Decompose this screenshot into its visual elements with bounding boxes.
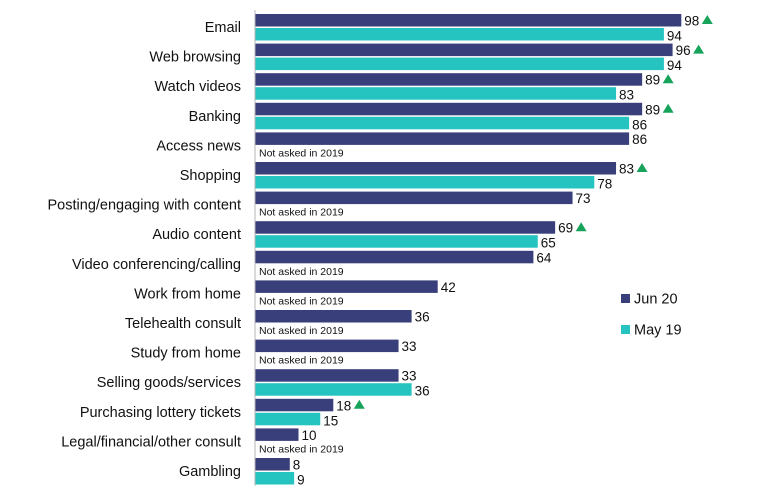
legend-label-may19: May 19 [634, 323, 682, 339]
bar-may19-shopping [255, 176, 595, 189]
value-label-may19-shopping: 78 [597, 177, 612, 192]
category-label-study-from-home: Study from home [131, 346, 241, 362]
value-label-jun20-banking: 89 [645, 102, 660, 117]
category-label-legal-financial-other-consult: Legal/financial/other consult [61, 434, 241, 450]
value-label-jun20-selling-goods-services: 33 [402, 369, 417, 384]
not-asked-note-access-news: Not asked in 2019 [259, 147, 344, 159]
not-asked-note-telehealth-consult: Not asked in 2019 [259, 325, 344, 337]
bar-jun20-audio-content [255, 221, 556, 234]
not-asked-note-video-conferencing-calling: Not asked in 2019 [259, 266, 344, 278]
category-label-access-news: Access news [156, 138, 241, 154]
increase-triangle-icon-email [701, 15, 713, 24]
bar-jun20-legal-financial-other-consult [255, 428, 299, 441]
category-label-email: Email [205, 20, 241, 36]
increase-triangle-icon-banking [662, 103, 674, 113]
category-label-shopping: Shopping [180, 168, 241, 184]
bar-jun20-purchasing-lottery-tickets [255, 398, 334, 412]
bar-may19-selling-goods-services [255, 383, 412, 396]
value-label-may19-gambling: 9 [297, 473, 305, 488]
increase-triangle-icon-audio-content [575, 222, 587, 232]
category-label-audio-content: Audio content [152, 227, 241, 243]
not-asked-note-legal-financial-other-consult: Not asked in 2019 [259, 443, 344, 455]
value-label-jun20-posting-engaging-with-content: 73 [576, 191, 591, 206]
increase-triangle-icon-watch-videos [662, 74, 674, 84]
bar-may19-gambling [255, 472, 295, 485]
value-label-jun20-purchasing-lottery-tickets: 18 [336, 398, 351, 413]
bar-jun20-selling-goods-services [255, 369, 399, 382]
bar-may19-web-browsing [255, 57, 664, 71]
bar-may19-audio-content [255, 235, 538, 248]
value-label-jun20-video-conferencing-calling: 64 [536, 250, 552, 265]
bar-jun20-banking [255, 102, 643, 116]
value-label-jun20-shopping: 83 [619, 162, 634, 177]
bar-jun20-work-from-home [255, 280, 438, 293]
category-label-work-from-home: Work from home [134, 286, 241, 302]
bar-jun20-web-browsing [255, 43, 673, 57]
value-label-jun20-legal-financial-other-consult: 10 [302, 428, 317, 443]
bar-jun20-email [255, 14, 682, 27]
value-label-jun20-audio-content: 69 [558, 221, 573, 236]
category-label-purchasing-lottery-tickets: Purchasing lottery tickets [80, 405, 241, 421]
value-label-jun20-web-browsing: 96 [676, 43, 691, 58]
bar-may19-purchasing-lottery-tickets [255, 412, 321, 426]
category-label-selling-goods-services: Selling goods/services [97, 375, 241, 391]
value-label-jun20-gambling: 8 [293, 458, 301, 473]
legend-swatch-may19 [621, 325, 630, 334]
value-label-may19-banking: 86 [632, 117, 647, 132]
not-asked-note-work-from-home: Not asked in 2019 [259, 295, 344, 307]
value-label-may19-web-browsing: 94 [667, 58, 683, 73]
value-label-jun20-access-news: 86 [632, 132, 647, 147]
increase-triangle-icon-shopping [636, 163, 648, 172]
bar-jun20-shopping [255, 162, 617, 175]
not-asked-note-study-from-home: Not asked in 2019 [259, 355, 344, 367]
bar-jun20-access-news [255, 132, 630, 145]
not-asked-note-posting-engaging-with-content: Not asked in 2019 [259, 207, 344, 219]
category-label-video-conferencing-calling: Video conferencing/calling [72, 257, 241, 273]
bar-jun20-video-conferencing-calling [255, 250, 534, 264]
legend-label-jun20: Jun 20 [634, 292, 678, 308]
bar-jun20-study-from-home [255, 339, 399, 353]
increase-triangle-icon-web-browsing [693, 44, 705, 54]
bar-may19-banking [255, 116, 630, 130]
category-label-posting-engaging-with-content: Posting/engaging with content [48, 198, 241, 214]
bar-may19-email [255, 28, 664, 41]
value-label-may19-purchasing-lottery-tickets: 15 [323, 413, 338, 428]
category-label-gambling: Gambling [179, 464, 241, 480]
bar-jun20-posting-engaging-with-content [255, 191, 573, 205]
value-label-jun20-email: 98 [684, 14, 699, 29]
category-label-telehealth-consult: Telehealth consult [125, 316, 241, 332]
bar-jun20-telehealth-consult [255, 310, 412, 323]
value-label-may19-selling-goods-services: 36 [415, 384, 430, 399]
category-label-web-browsing: Web browsing [149, 50, 241, 66]
value-label-jun20-telehealth-consult: 36 [415, 310, 430, 325]
value-label-jun20-study-from-home: 33 [402, 339, 417, 354]
value-label-jun20-watch-videos: 89 [645, 73, 660, 88]
legend-swatch-jun20 [621, 294, 630, 303]
value-label-may19-watch-videos: 83 [619, 88, 634, 103]
value-label-may19-audio-content: 65 [541, 236, 556, 251]
category-label-banking: Banking [189, 109, 241, 125]
category-label-watch-videos: Watch videos [155, 79, 242, 95]
bar-may19-watch-videos [255, 87, 617, 100]
increase-triangle-icon-purchasing-lottery-tickets [353, 399, 365, 409]
value-label-may19-email: 94 [667, 29, 683, 44]
bar-jun20-watch-videos [255, 73, 643, 86]
bar-jun20-gambling [255, 458, 290, 471]
value-label-jun20-work-from-home: 42 [441, 280, 456, 295]
